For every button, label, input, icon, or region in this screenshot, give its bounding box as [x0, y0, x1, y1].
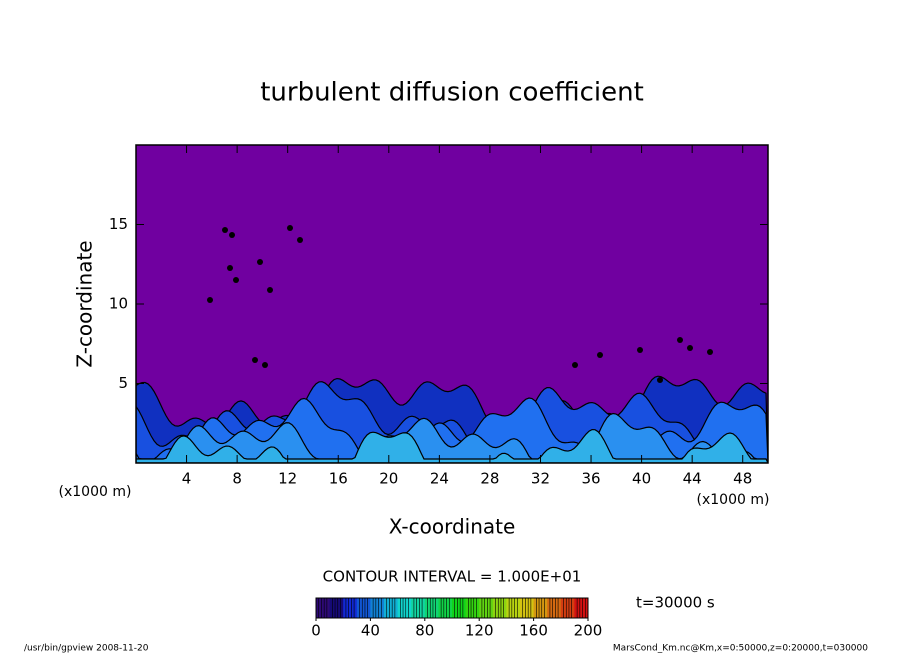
x-tick-label: 36 [581, 470, 600, 488]
colorbar-tick-label: 200 [574, 622, 603, 640]
colorbar-cell [384, 598, 399, 618]
colorbar-tick-label: 120 [465, 622, 494, 640]
field-blob [227, 265, 233, 271]
field-layer [136, 412, 768, 463]
colorbar-cell [520, 598, 535, 618]
field-blob [707, 349, 713, 355]
field-blob [287, 225, 293, 231]
field-blob [297, 237, 303, 243]
x-unit: (x1000 m) [697, 492, 770, 508]
time-label: t=30000 s [636, 594, 715, 612]
colorbar-cell [329, 598, 344, 618]
colorbar-cell [547, 598, 562, 618]
colorbar-cell [438, 598, 453, 618]
colorbar-cell [465, 598, 480, 618]
field-blob [252, 357, 258, 363]
x-tick-label: 44 [683, 470, 702, 488]
colorbar-cell [506, 598, 521, 618]
colorbar-cell [356, 598, 371, 618]
contour-interval: CONTOUR INTERVAL = 1.000E+01 [323, 568, 582, 586]
field [136, 225, 768, 463]
field-blob [267, 287, 273, 293]
field-layer [136, 429, 768, 463]
field-blob [687, 345, 693, 351]
x-tick-label: 48 [733, 470, 752, 488]
footer-right: MarsCond_Km.nc@Km,x=0:50000,z=0:20000,t=… [613, 644, 868, 654]
y-tick-label: 5 [118, 374, 128, 392]
field-blob [677, 337, 683, 343]
y-tick-label: 10 [109, 295, 128, 313]
footer-left: /usr/bin/gpview 2008-11-20 [24, 644, 149, 654]
x-tick-label: 32 [531, 470, 550, 488]
field-blob [262, 362, 268, 368]
colorbar-tick-label: 80 [415, 622, 434, 640]
y-axis-label: Z-coordinate [73, 240, 97, 367]
colorbar-tick-label: 40 [361, 622, 380, 640]
colorbar-cell [452, 598, 467, 618]
field-blob [207, 297, 213, 303]
x-tick-label: 8 [232, 470, 242, 488]
colorbar-frame [315, 597, 589, 619]
colorbar-cell [533, 598, 548, 618]
y-tick-label: 15 [109, 215, 128, 233]
field-blob [233, 277, 239, 283]
x-tick-label: 28 [480, 470, 499, 488]
colorbar-cell [492, 598, 507, 618]
field-blob [637, 347, 643, 353]
x-tick-label: 16 [329, 470, 348, 488]
colorbar-cell [411, 598, 426, 618]
field-blob [222, 227, 228, 233]
x-axis-label: X-coordinate [389, 515, 516, 539]
colorbar-cell [479, 598, 494, 618]
field-blob [257, 259, 263, 265]
x-tick-label: 12 [278, 470, 297, 488]
field-blob [229, 232, 235, 238]
colorbar-cell [343, 598, 358, 618]
colorbar-cell [397, 598, 412, 618]
x-tick-label: 4 [182, 470, 192, 488]
x-tick-label: 40 [632, 470, 651, 488]
x-tick-label: 24 [430, 470, 449, 488]
colorbar-cell [316, 598, 331, 618]
colorbar-tick-label: 160 [519, 622, 548, 640]
colorbar-cell [574, 598, 589, 618]
colorbar-cell [424, 598, 439, 618]
field-blob [657, 377, 663, 383]
field-blob [572, 362, 578, 368]
colorbar-cell [370, 598, 385, 618]
x-tick-label: 20 [379, 470, 398, 488]
chart-title: turbulent diffusion coefficient [260, 78, 644, 108]
colorbar-tick-label: 0 [311, 622, 321, 640]
colorbar-cell [560, 598, 575, 618]
field-blob [597, 352, 603, 358]
y-unit: (x1000 m) [59, 484, 132, 500]
